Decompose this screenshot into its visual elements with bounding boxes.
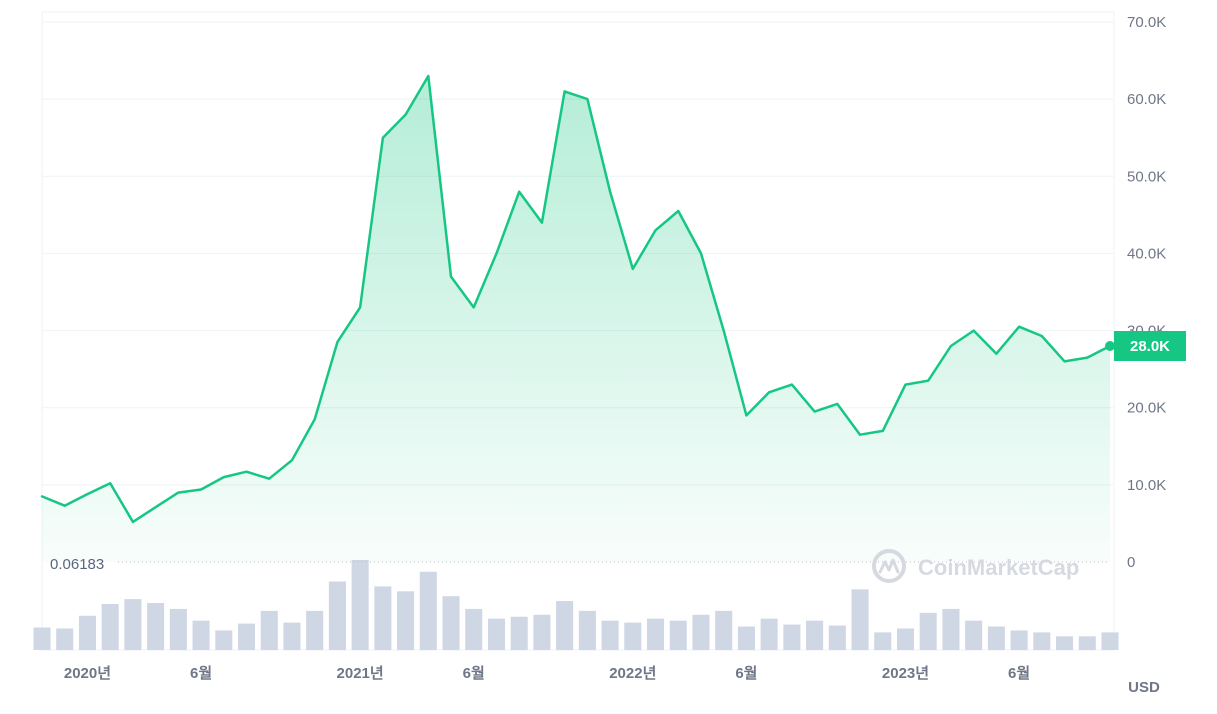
x-tick-label-0: 2020년 xyxy=(64,665,111,682)
volume-bar-12 xyxy=(306,610,324,650)
min-value-label: 0.06183 xyxy=(50,556,104,573)
volume-bar-4 xyxy=(124,599,142,650)
volume-bar-28 xyxy=(669,620,687,650)
x-tick-label-5: 6월 xyxy=(735,665,757,682)
volume-bar-40 xyxy=(942,608,960,650)
volume-bar-11 xyxy=(283,622,301,650)
current-price-label: 28.0K xyxy=(1130,338,1170,355)
x-tick-label-3: 6월 xyxy=(463,665,485,682)
volume-bar-47 xyxy=(1101,632,1119,650)
coinmarketcap-logo-icon xyxy=(872,549,906,583)
volume-bar-7 xyxy=(192,620,210,650)
watermark-text: CoinMarketCap xyxy=(918,555,1079,580)
volume-bar-38 xyxy=(896,628,915,650)
volume-bar-32 xyxy=(760,618,778,650)
volume-bars xyxy=(33,560,1119,650)
volume-bar-39 xyxy=(919,612,937,650)
x-tick-label-6: 2023년 xyxy=(882,665,929,682)
volume-bar-24 xyxy=(578,610,596,650)
volume-bar-29 xyxy=(692,614,710,650)
x-tick-label-7: 6월 xyxy=(1008,665,1030,682)
volume-bar-36 xyxy=(851,589,869,650)
volume-bar-8 xyxy=(215,630,233,650)
volume-bar-35 xyxy=(828,625,846,650)
volume-bar-3 xyxy=(101,604,119,650)
volume-bar-31 xyxy=(737,626,755,650)
volume-bar-18 xyxy=(442,596,460,650)
y-tick-label-0: 0 xyxy=(1127,554,1135,571)
volume-bar-44 xyxy=(1033,632,1051,650)
volume-bar-22 xyxy=(533,614,551,650)
volume-bar-9 xyxy=(237,623,256,650)
volume-bar-20 xyxy=(487,618,505,650)
y-tick-label-6: 60.0K xyxy=(1127,91,1166,108)
volume-bar-42 xyxy=(987,626,1005,650)
x-tick-label-4: 2022년 xyxy=(609,665,656,682)
price-line[interactable] xyxy=(40,74,1112,524)
x-axis-ticks: 2020년 6월 2021년 6월 2022년 6월 2023년 6월 xyxy=(64,665,1030,682)
volume-bar-6 xyxy=(169,608,187,650)
volume-bar-33 xyxy=(783,624,801,650)
volume-bar-26 xyxy=(624,622,642,650)
volume-bar-2 xyxy=(78,615,96,650)
volume-bar-23 xyxy=(556,601,574,650)
volume-bar-13 xyxy=(328,581,346,650)
volume-bar-30 xyxy=(715,610,733,650)
volume-bar-34 xyxy=(806,620,824,650)
current-price-marker xyxy=(1105,341,1115,351)
y-tick-label-4: 40.0K xyxy=(1127,245,1166,262)
x-tick-label-2: 2021년 xyxy=(337,665,384,682)
y-tick-label-7: 70.0K xyxy=(1127,14,1166,31)
volume-bar-25 xyxy=(601,620,619,650)
volume-bar-45 xyxy=(1056,636,1074,650)
volume-bar-41 xyxy=(965,620,983,650)
volume-bar-10 xyxy=(260,610,278,650)
volume-bar-1 xyxy=(56,628,74,650)
currency-unit-label: USD xyxy=(1128,679,1160,696)
volume-bar-37 xyxy=(874,632,892,650)
volume-bar-46 xyxy=(1078,636,1096,650)
volume-bar-17 xyxy=(419,571,437,650)
volume-bar-43 xyxy=(1010,630,1028,650)
volume-bar-0 xyxy=(33,627,51,650)
volume-bar-27 xyxy=(647,618,665,650)
y-tick-label-2: 20.0K xyxy=(1127,400,1166,417)
x-tick-label-1: 6월 xyxy=(190,665,212,682)
volume-bar-21 xyxy=(510,616,528,650)
current-price-badge xyxy=(1114,331,1186,361)
current-price-badge-group: 28.0K xyxy=(1114,331,1186,361)
y-tick-label-5: 50.0K xyxy=(1127,168,1166,185)
watermark: CoinMarketCap xyxy=(872,549,1079,583)
volume-bar-5 xyxy=(147,603,165,650)
volume-bar-14 xyxy=(351,560,369,650)
price-area-fill xyxy=(42,76,1110,562)
volume-bar-19 xyxy=(465,608,483,650)
y-tick-label-1: 10.0K xyxy=(1127,477,1166,494)
price-area xyxy=(42,76,1110,562)
price-line-group[interactable] xyxy=(40,74,1115,524)
volume-bar-15 xyxy=(374,586,392,650)
volume-bar-16 xyxy=(397,591,415,650)
